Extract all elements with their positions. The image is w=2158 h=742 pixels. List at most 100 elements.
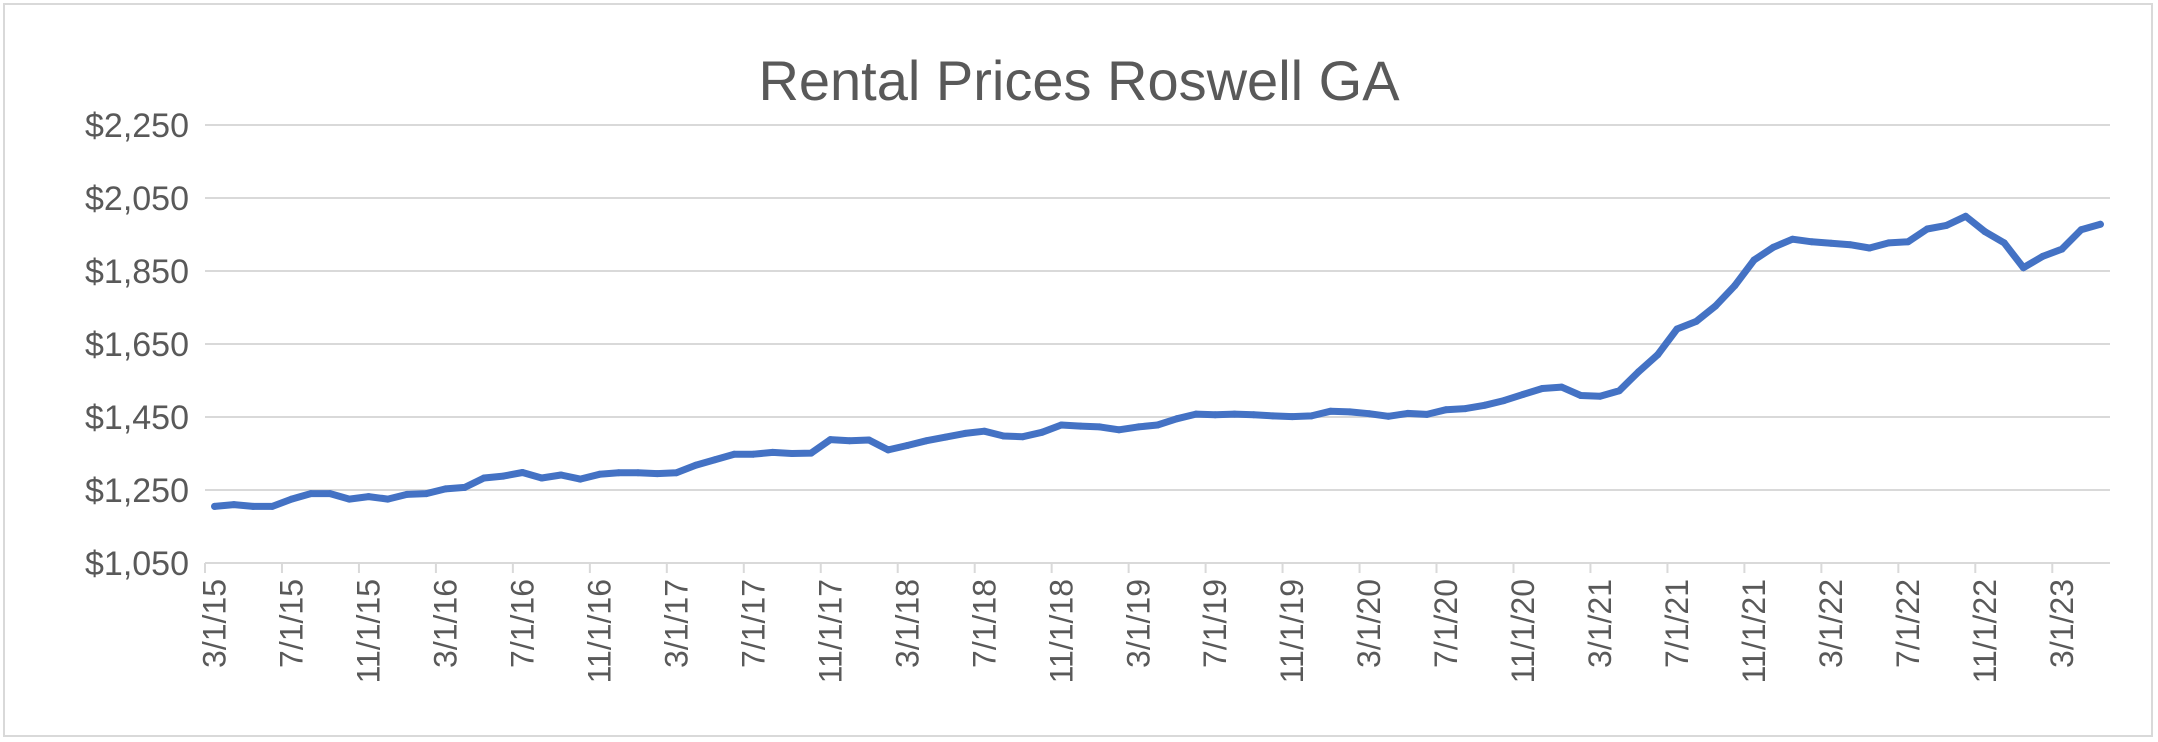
data-point bbox=[865, 436, 873, 444]
data-point bbox=[2058, 245, 2066, 253]
data-point bbox=[1000, 432, 1008, 440]
data-point bbox=[1558, 383, 1566, 391]
y-axis-tick-labels: $1,050 $1,250 $1,450 $1,650 $1,850 $2,050 $2,2… bbox=[85, 107, 189, 583]
x-tick-label: 11/1/18 bbox=[1043, 579, 1079, 683]
y-tick-label: $2,050 bbox=[85, 180, 189, 218]
data-point bbox=[268, 502, 276, 510]
x-tick-label: 11/1/19 bbox=[1274, 579, 1310, 683]
y-tick-label: $1,850 bbox=[85, 253, 189, 291]
data-point bbox=[1096, 423, 1104, 431]
x-tick-label: 7/1/18 bbox=[966, 579, 1002, 668]
x-tick-label: 11/1/16 bbox=[581, 579, 617, 683]
data-point bbox=[807, 449, 815, 457]
x-tick-label: 7/1/20 bbox=[1428, 579, 1464, 668]
data-point bbox=[615, 469, 623, 477]
data-point bbox=[1827, 239, 1835, 247]
data-point bbox=[249, 502, 257, 510]
data-point bbox=[1731, 282, 1739, 290]
chart-title: Rental Prices Roswell GA bbox=[758, 49, 1400, 112]
data-point bbox=[1077, 422, 1084, 430]
data-point bbox=[1461, 405, 1469, 413]
y-tick-label: $1,250 bbox=[85, 472, 189, 510]
data-point bbox=[538, 474, 546, 482]
x-tick-label: 7/1/17 bbox=[735, 579, 771, 668]
x-tick-label: 11/1/15 bbox=[351, 579, 387, 683]
data-point bbox=[1442, 406, 1450, 414]
x-tick-label: 3/1/18 bbox=[889, 579, 925, 668]
data-point bbox=[1327, 407, 1335, 415]
data-point bbox=[923, 437, 931, 445]
data-point bbox=[1981, 228, 1989, 236]
data-point bbox=[1635, 368, 1643, 376]
data-point bbox=[1192, 410, 1200, 418]
series-layer bbox=[211, 212, 2104, 510]
data-point bbox=[1885, 239, 1893, 247]
data-point bbox=[903, 442, 911, 449]
data-point bbox=[1962, 212, 1970, 220]
data-point bbox=[846, 437, 854, 445]
data-point bbox=[2019, 264, 2027, 272]
data-point bbox=[1288, 413, 1296, 421]
data-point bbox=[480, 474, 488, 482]
data-point bbox=[499, 472, 507, 480]
x-tick-label: 7/1/16 bbox=[505, 579, 541, 668]
y-tick-label: $1,650 bbox=[85, 326, 189, 364]
data-point bbox=[403, 490, 411, 498]
data-point bbox=[1712, 302, 1719, 310]
data-point bbox=[442, 485, 449, 493]
data-point bbox=[769, 448, 777, 456]
x-tick-label: 3/1/22 bbox=[1813, 579, 1849, 668]
data-point bbox=[1019, 433, 1027, 441]
data-point bbox=[1942, 221, 1950, 229]
data-point bbox=[326, 490, 334, 498]
data-point bbox=[1154, 421, 1161, 429]
x-tick-label: 3/1/19 bbox=[1120, 579, 1156, 668]
data-point bbox=[1365, 410, 1373, 418]
data-point bbox=[596, 470, 603, 478]
data-point bbox=[365, 493, 373, 501]
data-point bbox=[1654, 351, 1662, 359]
data-point bbox=[288, 495, 296, 503]
data-point bbox=[2039, 252, 2047, 260]
data-point bbox=[980, 427, 988, 435]
data-point bbox=[1500, 397, 1508, 405]
data-point bbox=[1384, 412, 1392, 420]
data-point bbox=[672, 469, 680, 477]
data-point bbox=[884, 446, 892, 454]
data-point bbox=[1519, 390, 1527, 398]
data-point bbox=[1115, 426, 1123, 434]
x-tick-label: 11/1/20 bbox=[1505, 579, 1541, 683]
data-point bbox=[1596, 392, 1604, 400]
data-point bbox=[634, 469, 642, 477]
data-point bbox=[1923, 225, 1931, 233]
data-point bbox=[1538, 385, 1546, 392]
data-point bbox=[711, 456, 719, 464]
x-tick-label: 3/1/23 bbox=[2044, 579, 2080, 668]
data-point bbox=[1904, 238, 1912, 246]
data-point bbox=[1057, 421, 1065, 429]
data-point bbox=[1134, 423, 1142, 431]
data-point bbox=[557, 471, 565, 479]
data-point bbox=[826, 436, 834, 444]
data-point bbox=[1692, 317, 1700, 325]
x-tick-label: 3/1/16 bbox=[428, 579, 464, 668]
data-point bbox=[230, 501, 238, 509]
y-tick-label: $2,250 bbox=[85, 107, 189, 145]
data-point bbox=[961, 429, 969, 437]
data-point bbox=[1404, 409, 1412, 417]
x-tick-label: 7/1/19 bbox=[1197, 579, 1233, 668]
data-point bbox=[307, 490, 315, 498]
data-point bbox=[1173, 415, 1181, 423]
data-point bbox=[422, 490, 430, 498]
data-point bbox=[211, 502, 219, 510]
x-tick-label: 3/1/17 bbox=[658, 579, 694, 668]
data-point bbox=[2096, 220, 2104, 228]
data-point bbox=[1269, 412, 1277, 420]
x-tick-label: 7/1/15 bbox=[274, 579, 310, 668]
data-point bbox=[1808, 238, 1816, 246]
x-tick-label: 7/1/21 bbox=[1659, 579, 1695, 668]
data-point bbox=[384, 495, 392, 503]
data-point bbox=[1846, 241, 1854, 249]
x-tick-label: 3/1/15 bbox=[197, 579, 233, 668]
